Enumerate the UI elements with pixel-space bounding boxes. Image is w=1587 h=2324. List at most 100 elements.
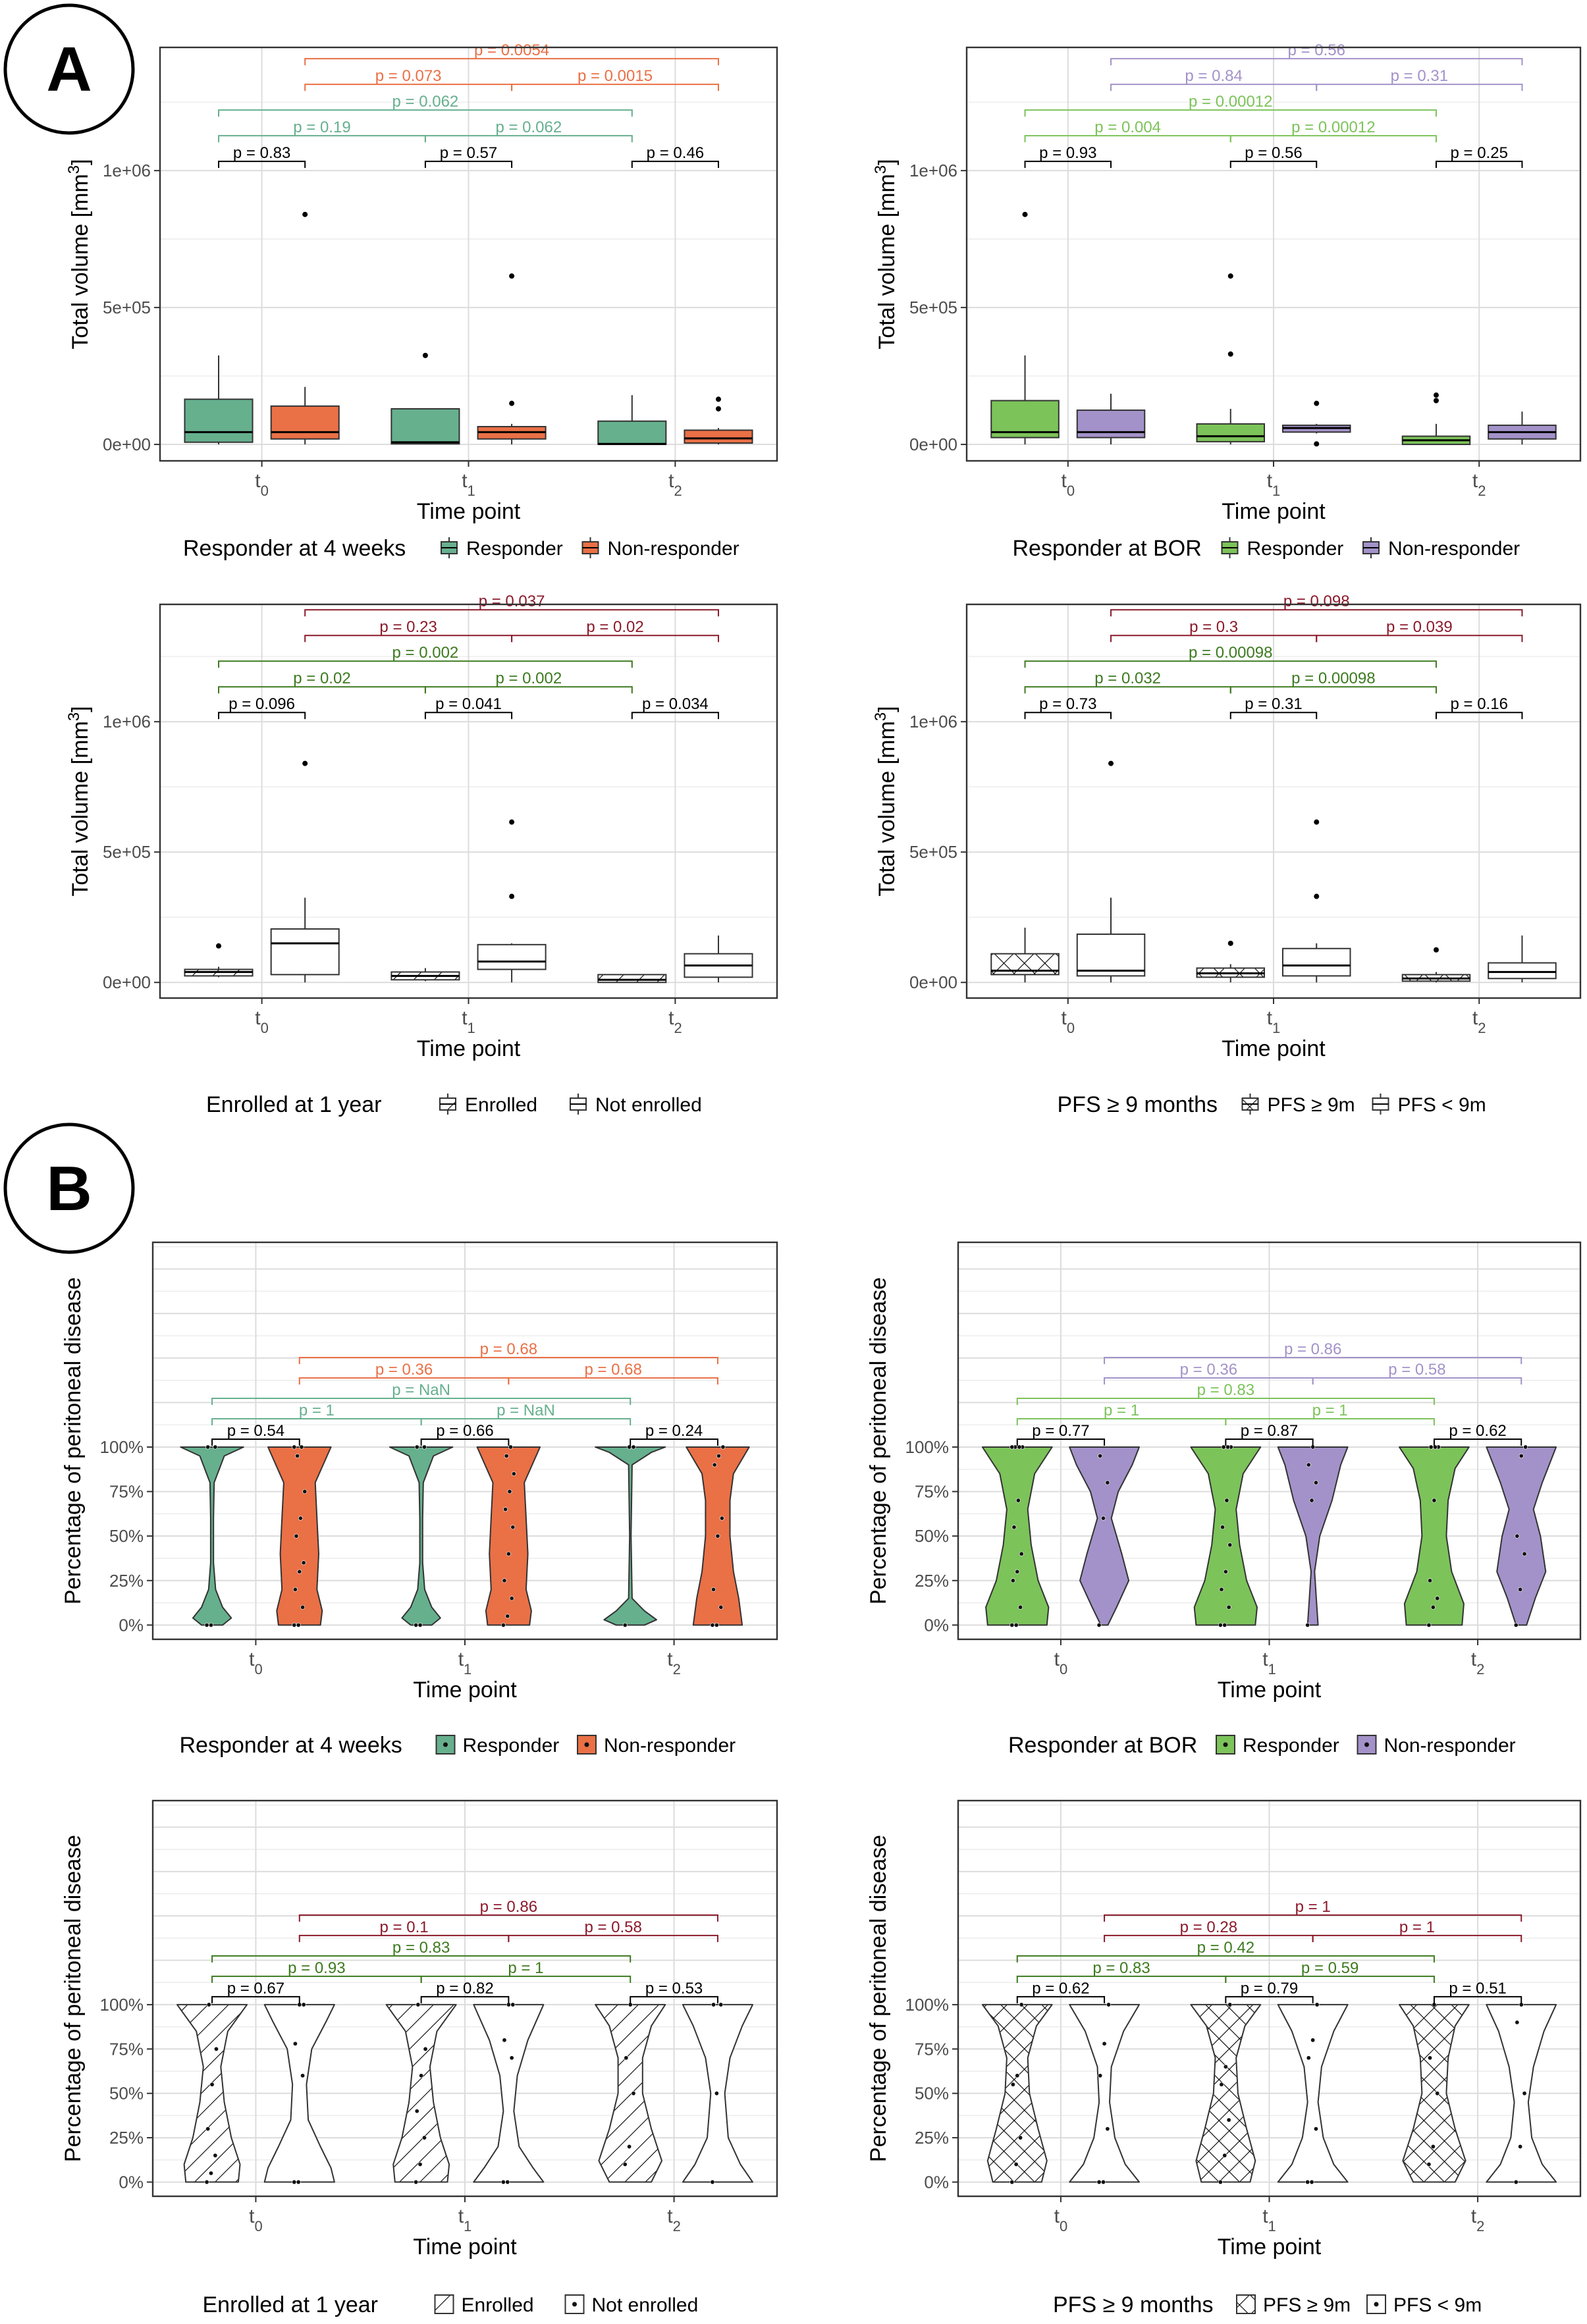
data-point xyxy=(213,1444,218,1450)
x-tick-label: t1 xyxy=(1267,1007,1281,1036)
bracket-line xyxy=(1024,109,1437,117)
bracket-line xyxy=(420,1438,510,1446)
p-value-label: p = NaN xyxy=(392,1381,450,1399)
data-point xyxy=(417,1622,423,1627)
p-value-label: p = 0.59 xyxy=(1301,1959,1358,1977)
bracket-line xyxy=(1435,712,1523,720)
data-point xyxy=(712,1462,717,1467)
data-point xyxy=(1432,1498,1437,1503)
legend-key xyxy=(1372,1094,1389,1115)
box-pfs-9m-t2 xyxy=(1401,947,1471,983)
data-point xyxy=(1314,2002,1320,2007)
p-value-label: p = 0.062 xyxy=(392,93,459,111)
significance-bracket: p = 0.83 xyxy=(1016,1381,1435,1405)
box-body xyxy=(1076,933,1146,977)
significance-bracket: p = 0.16 xyxy=(1435,695,1523,720)
data-point xyxy=(298,1516,303,1521)
p-value-label: p = 0.002 xyxy=(495,670,562,687)
data-point xyxy=(294,1533,299,1539)
p-value-label: p = 0.00012 xyxy=(1291,119,1375,136)
significance-bracket: p = 0.00012 xyxy=(1229,119,1437,143)
box-pfs-9m-t0 xyxy=(990,928,1060,983)
significance-bracket: p = 0.59 xyxy=(1225,1959,1435,1983)
significance-bracket: p = 1 xyxy=(420,1959,632,1983)
box-non-responder-t1 xyxy=(477,273,547,445)
data-point xyxy=(1218,2179,1223,2184)
box-body xyxy=(270,405,340,440)
violin-body xyxy=(1486,2003,1557,2183)
box-pfs-9m-t1 xyxy=(1281,819,1351,983)
y-tick-label: 0% xyxy=(924,1615,949,1635)
data-point xyxy=(500,2179,506,2184)
significance-bracket: p = 0.66 xyxy=(420,1422,510,1446)
bracket-line xyxy=(218,109,633,117)
p-value-label: p = 0.062 xyxy=(495,119,562,136)
significance-bracket: p = 0.57 xyxy=(424,144,513,169)
p-value-label: p = 1 xyxy=(299,1402,335,1419)
violin-enrolled-t0 xyxy=(176,2002,248,2184)
data-point xyxy=(716,1453,722,1458)
bracket-line xyxy=(218,660,633,668)
box-responder-t2 xyxy=(1401,392,1471,446)
p-value-label: p = 0.86 xyxy=(1284,1340,1341,1358)
outlier-point xyxy=(1433,398,1439,404)
violin-not-enrolled-t2 xyxy=(682,2002,753,2184)
p-value-label: p = 0.25 xyxy=(1451,144,1508,162)
panel-label-b: B xyxy=(3,1122,135,1254)
bracket-line xyxy=(420,1995,510,2003)
bracket-line xyxy=(1016,1995,1106,2003)
outlier-point xyxy=(1314,400,1320,406)
data-point xyxy=(1226,2117,1231,2123)
p-value-label: p = 0.02 xyxy=(293,670,350,687)
legend: Enrolled at 1 year Enrolled Not enrolled xyxy=(203,2292,699,2317)
x-axis-title: Time point xyxy=(413,2234,517,2259)
outlier-point xyxy=(1433,947,1439,953)
legend-key xyxy=(441,537,458,558)
data-point xyxy=(213,2046,219,2051)
svg-text:B: B xyxy=(46,1153,92,1224)
x-tick-label: t0 xyxy=(255,1007,269,1036)
x-tick-label: t1 xyxy=(1267,470,1281,499)
bracket-line xyxy=(630,1438,718,1446)
data-point xyxy=(1513,2179,1519,2184)
y-tick-label: 5e+05 xyxy=(909,842,957,862)
legend: PFS ≥ 9 months PFS ≥ 9m PFS < 9m xyxy=(1058,1092,1486,1117)
p-value-label: p = 0.82 xyxy=(436,1980,493,1997)
bracket-line xyxy=(211,1438,300,1446)
x-tick-label: t2 xyxy=(1471,1649,1485,1677)
p-value-label: p = 1 xyxy=(1312,1402,1348,1419)
bracket-line xyxy=(1316,84,1523,92)
data-point xyxy=(1223,1569,1228,1574)
significance-bracket: p = 0.68 xyxy=(298,1340,718,1364)
bracket-line xyxy=(631,161,719,169)
data-point xyxy=(714,1622,719,1627)
violin-responder-t0 xyxy=(981,1444,1053,1627)
violin-responder-t1 xyxy=(389,1444,454,1627)
p-value-label: p = 0.096 xyxy=(229,695,295,713)
box-responder-t1 xyxy=(390,352,460,445)
box-enrolled-t2 xyxy=(597,974,667,984)
data-point xyxy=(1313,1480,1318,1485)
p-value-label: p = 0.62 xyxy=(1032,1980,1089,1997)
data-point xyxy=(1518,1587,1523,1592)
violin-not-enrolled-t1 xyxy=(473,2002,545,2184)
legend-title: Responder at 4 weeks xyxy=(183,536,406,561)
box-body xyxy=(1076,409,1146,438)
violin-pfs-9m-t0 xyxy=(1069,2002,1140,2184)
bracket-line xyxy=(1024,660,1437,668)
data-point xyxy=(1513,1622,1519,1627)
violin-non-responder-t2 xyxy=(1486,1444,1557,1627)
data-point xyxy=(1098,1453,1103,1458)
p-value-label: p = 0.037 xyxy=(479,593,545,610)
data-point xyxy=(296,1622,301,1627)
significance-bracket: p = 0.83 xyxy=(211,1939,632,1963)
legend-title: Responder at 4 weeks xyxy=(180,1733,402,1758)
p-value-label: p = 0.00012 xyxy=(1189,93,1272,111)
data-point xyxy=(1223,2064,1228,2069)
p-value-label: p = 0.23 xyxy=(379,618,437,636)
bracket-line xyxy=(424,135,633,143)
legend-key-dot xyxy=(572,2302,577,2307)
y-tick-label: 100% xyxy=(100,1995,144,2015)
x-axis-title: Time point xyxy=(1218,1677,1322,1703)
legend-key xyxy=(1366,2294,1386,2314)
